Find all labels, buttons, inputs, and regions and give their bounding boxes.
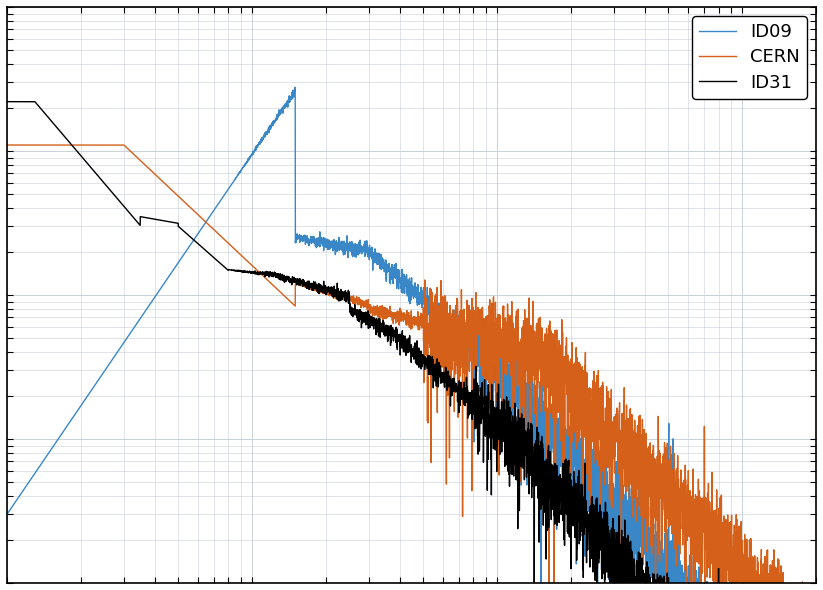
Legend: ID09, CERN, ID31: ID09, CERN, ID31 xyxy=(692,16,807,99)
ID31 xyxy=(149,215,159,222)
ID09 xyxy=(290,84,300,91)
CERN xyxy=(487,380,497,387)
CERN xyxy=(149,170,159,177)
CERN xyxy=(311,286,321,293)
CERN xyxy=(528,354,538,361)
ID31 xyxy=(311,284,321,291)
ID09 xyxy=(528,395,538,402)
ID09 xyxy=(311,235,321,242)
ID31 xyxy=(528,464,538,471)
ID09 xyxy=(667,579,677,586)
CERN xyxy=(2,142,12,149)
Line: ID09: ID09 xyxy=(7,87,816,590)
Line: ID31: ID31 xyxy=(7,101,816,590)
ID09 xyxy=(487,362,497,369)
CERN xyxy=(606,424,616,431)
ID09 xyxy=(2,511,12,518)
CERN xyxy=(667,474,677,481)
ID31 xyxy=(487,434,497,441)
ID09 xyxy=(606,476,616,483)
ID09 xyxy=(149,295,159,302)
Line: CERN: CERN xyxy=(7,145,816,590)
ID31 xyxy=(2,98,12,105)
ID31 xyxy=(606,573,616,581)
